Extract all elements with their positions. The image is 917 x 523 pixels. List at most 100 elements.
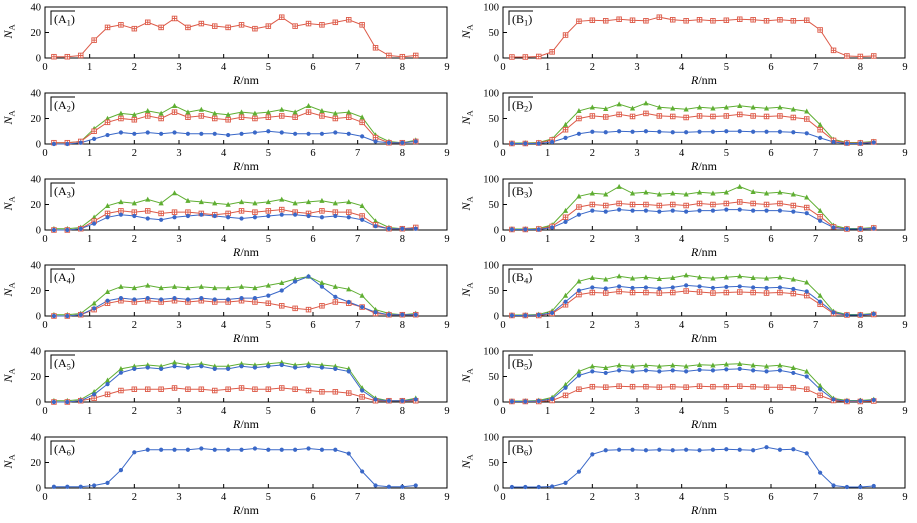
panel-label: (B5)	[512, 356, 532, 372]
y-axis-label: NA	[461, 23, 475, 39]
y-tick-label: 40	[31, 175, 42, 186]
y-tick-label: 50	[489, 114, 500, 125]
panel-bracket	[50, 354, 75, 369]
x-tick-label: 6	[768, 406, 773, 417]
panel-label: (B1)	[512, 12, 532, 28]
panel-bracket	[508, 268, 533, 283]
x-tick-label: 4	[221, 492, 227, 503]
x-tick-label: 1	[545, 234, 550, 245]
x-tick-label: 7	[813, 62, 818, 73]
y-tick-label: 0	[36, 398, 41, 409]
chart-B2: 0 1 2 3 4 5 6 7 8 9 0 50 100 NA R/nm (B2)	[459, 88, 913, 174]
x-tick-label: 3	[634, 234, 639, 245]
x-tick-label: 6	[310, 148, 315, 159]
x-tick-label: 1	[545, 148, 550, 159]
x-tick-label: 3	[176, 148, 181, 159]
y-tick-label: 50	[489, 458, 500, 469]
x-tick-label: 9	[902, 148, 907, 159]
series-line-green	[511, 274, 874, 316]
x-tick-label: 0	[42, 406, 47, 417]
x-axis-label: R/nm	[690, 417, 718, 431]
x-tick-label: 6	[310, 62, 315, 73]
series-line-green	[511, 186, 874, 230]
y-tick-label: 100	[483, 347, 499, 358]
x-tick-label: 4	[679, 406, 685, 417]
series-line-red	[53, 387, 416, 403]
y-axis-label: NA	[3, 23, 17, 39]
x-tick-label: 9	[902, 320, 907, 331]
y-axis-label: NA	[461, 453, 475, 469]
panel-label: (A1)	[54, 12, 75, 28]
x-tick-label: 4	[221, 406, 227, 417]
x-tick-label: 3	[176, 492, 181, 503]
chart-B6: 0 1 2 3 4 5 6 7 8 9 0 50 100 NA R/nm (B6)	[459, 432, 913, 518]
plot-A1: 0 1 2 3 4 5 6 7 8 9 0 20 40 NA R/nm (A1)	[1, 3, 450, 88]
panel-bracket	[50, 182, 75, 197]
y-tick-label: 100	[483, 89, 499, 100]
x-tick-label: 4	[679, 234, 685, 245]
x-tick-label: 1	[545, 320, 550, 331]
panel-label: (A3)	[54, 184, 75, 200]
x-tick-label: 2	[590, 148, 595, 159]
panel-bracket	[508, 354, 533, 369]
series-line-green	[511, 363, 874, 402]
x-tick-label: 0	[500, 406, 505, 417]
x-tick-label: 5	[724, 62, 729, 73]
series-line-red	[511, 385, 874, 402]
x-tick-label: 7	[355, 62, 360, 73]
series-line-blue	[511, 446, 874, 488]
x-tick-label: 5	[266, 320, 271, 331]
x-tick-label: 6	[310, 234, 315, 245]
x-tick-label: 1	[545, 406, 550, 417]
y-axis-label: NA	[3, 281, 17, 297]
x-tick-label: 8	[400, 406, 405, 417]
x-tick-label: 7	[813, 148, 818, 159]
x-tick-label: 6	[310, 406, 315, 417]
x-tick-label: 7	[355, 406, 360, 417]
x-tick-label: 4	[221, 62, 227, 73]
panel-bracket	[50, 268, 75, 283]
x-tick-label: 0	[500, 320, 505, 331]
chart-B5: 0 1 2 3 4 5 6 7 8 9 0 50 100 NA R/nm (B5)	[459, 346, 913, 432]
x-tick-label: 2	[590, 406, 595, 417]
y-tick-label: 100	[483, 261, 499, 272]
plot-A5: 0 1 2 3 4 5 6 7 8 9 0 20 40 NA R/nm (A5)	[1, 347, 450, 432]
x-tick-label: 8	[400, 492, 405, 503]
x-tick-label: 8	[400, 62, 405, 73]
x-tick-label: 4	[679, 492, 685, 503]
y-tick-label: 0	[36, 312, 41, 323]
x-tick-label: 2	[590, 62, 595, 73]
x-tick-label: 7	[813, 234, 818, 245]
chart-A4: 0 1 2 3 4 5 6 7 8 9 0 20 40 NA R/nm (A4)	[1, 260, 455, 346]
series-line-green	[53, 361, 416, 402]
x-tick-label: 9	[902, 492, 907, 503]
y-axis-label: NA	[461, 367, 475, 383]
chart-A3: 0 1 2 3 4 5 6 7 8 9 0 20 40 NA R/nm (A3)	[1, 174, 455, 260]
x-tick-label: 3	[634, 406, 639, 417]
chart-B1: 0 1 2 3 4 5 6 7 8 9 0 50 100 NA R/nm (B1)	[459, 2, 913, 88]
x-tick-label: 7	[355, 148, 360, 159]
x-axis-label: R/nm	[232, 159, 260, 173]
x-tick-label: 6	[768, 492, 773, 503]
x-axis-label: R/nm	[232, 417, 260, 431]
series-line-green	[53, 105, 416, 144]
x-tick-label: 9	[444, 406, 449, 417]
x-tick-label: 7	[813, 406, 818, 417]
y-tick-label: 40	[31, 3, 42, 14]
x-tick-label: 7	[355, 320, 360, 331]
series-line-green	[511, 102, 874, 144]
plot-A4: 0 1 2 3 4 5 6 7 8 9 0 20 40 NA R/nm (A4)	[1, 261, 450, 346]
series-line-green	[53, 275, 416, 316]
x-tick-label: 0	[42, 148, 47, 159]
x-tick-label: 8	[858, 234, 863, 245]
x-tick-label: 2	[132, 320, 137, 331]
x-tick-label: 8	[858, 62, 863, 73]
plot-A6: 0 1 2 3 4 5 6 7 8 9 0 20 40 NA R/nm (A6)	[1, 433, 450, 518]
x-tick-label: 3	[634, 148, 639, 159]
y-tick-label: 20	[31, 114, 42, 125]
y-axis-label: NA	[461, 109, 475, 125]
y-tick-label: 0	[36, 226, 41, 237]
series-line-blue	[53, 130, 416, 145]
series-line-blue	[511, 284, 874, 316]
panel-label: (A5)	[54, 356, 75, 372]
